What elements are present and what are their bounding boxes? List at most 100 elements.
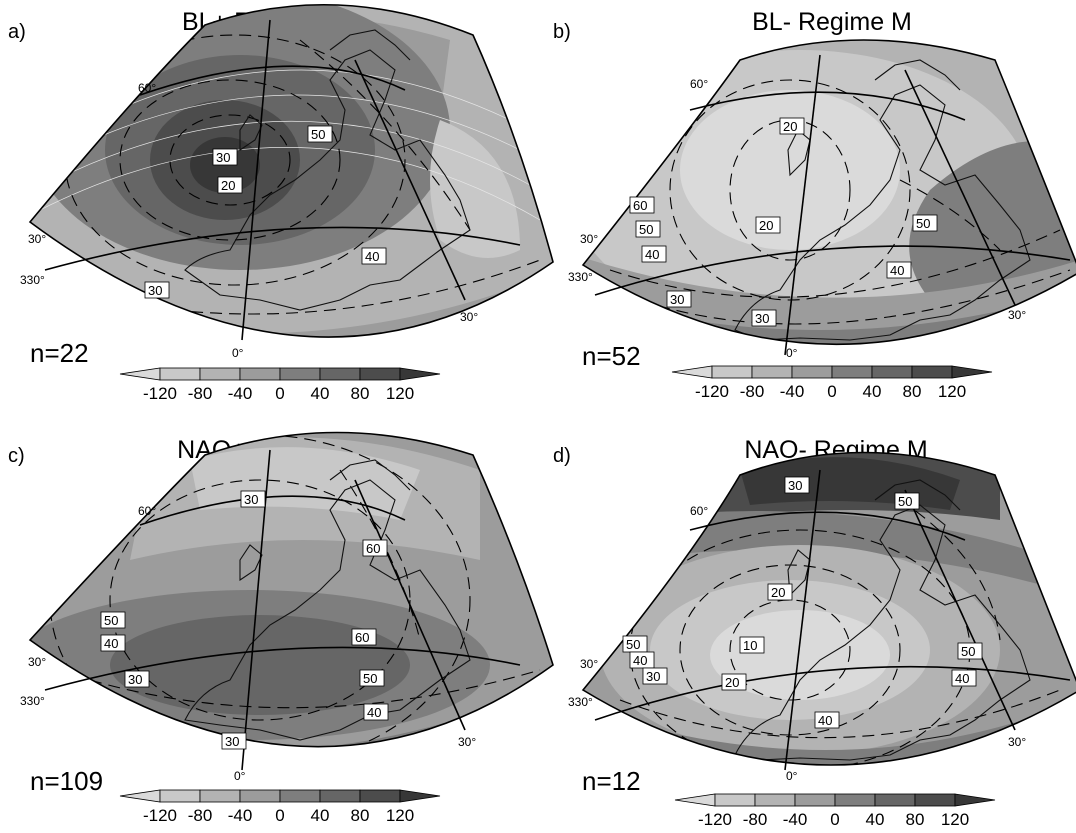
lon-0-label: 0° <box>786 769 798 783</box>
colorbar-segment <box>751 365 793 379</box>
colorbar-segment <box>359 367 401 381</box>
contour-label: 20 <box>759 218 773 233</box>
grid-lines <box>581 451 1076 771</box>
colorbar-tick-label: -80 <box>188 384 213 403</box>
colorbar-tick-label: 80 <box>903 382 922 401</box>
contour-label: 40 <box>367 705 381 720</box>
lon-330-label: 330° <box>568 270 593 284</box>
colorbar-segment <box>874 793 916 807</box>
colorbar-segment <box>914 793 956 807</box>
colorbar-tick-label: -40 <box>228 384 253 403</box>
panel-b: b) BL- Regime M <box>553 8 1076 401</box>
contour-label: 40 <box>645 247 659 262</box>
contour-label: 40 <box>633 653 647 668</box>
contour-label: 20 <box>783 119 797 134</box>
contour-label: 60 <box>366 541 380 556</box>
colorbar-segment <box>319 789 361 803</box>
colorbar-segment <box>239 789 281 803</box>
contour-label: 20 <box>771 585 785 600</box>
anomaly-shade <box>430 120 520 258</box>
colorbar-tick-label: 0 <box>275 806 284 825</box>
contour-label: 50 <box>898 494 912 509</box>
contour-label: 30 <box>216 150 230 165</box>
colorbar-segment <box>711 365 753 379</box>
colorbar: -120 -80 -40 0 40 80 120 <box>674 793 996 829</box>
lat-30-label: 30° <box>580 657 598 671</box>
contour-label: 50 <box>916 216 930 231</box>
colorbar-tick-label: 80 <box>906 810 925 829</box>
colorbar-tick-label: -80 <box>743 810 768 829</box>
contour-label: 50 <box>311 127 325 142</box>
contour-label: 60 <box>633 198 647 213</box>
colorbar-tick-label: 80 <box>351 384 370 403</box>
colorbar-segment <box>911 365 953 379</box>
colorbar-segment <box>954 793 996 807</box>
anomaly-shade <box>710 610 890 700</box>
colorbar-segment <box>674 793 716 807</box>
coastlines <box>184 29 471 311</box>
colorbar-segment <box>159 789 201 803</box>
contour-label: 30 <box>244 492 258 507</box>
colorbar: -120 -80 -40 0 40 80 120 <box>119 367 441 403</box>
colorbar-segment <box>279 367 321 381</box>
colorbar-tick-label: 120 <box>941 810 969 829</box>
contour-label: 50 <box>961 644 975 659</box>
panel-a: a) BL+ Regime M <box>8 3 554 403</box>
anomaly-shade <box>110 615 410 715</box>
contour-label-group: 20 60 50 40 20 50 40 30 30 <box>629 117 938 327</box>
colorbar-segment <box>831 365 873 379</box>
contour-label: 30 <box>148 283 162 298</box>
contour-label-group: 50 30 20 40 30 <box>144 125 387 299</box>
panel-c: c) NAO+ Regime M <box>8 431 554 825</box>
colorbar-tick-label: 40 <box>311 384 330 403</box>
contour-label: 30 <box>670 292 684 307</box>
coastlines <box>734 59 1031 341</box>
colorbar-segment <box>279 789 321 803</box>
lon-0-label: 0° <box>234 769 246 783</box>
colorbar-tick-label: -120 <box>698 810 732 829</box>
lon-330-label: 330° <box>568 695 593 709</box>
colorbar-segment <box>199 367 241 381</box>
contour-label: 50 <box>639 222 653 237</box>
colorbar-tick-label: 40 <box>866 810 885 829</box>
colorbar-tick-label: -120 <box>143 806 177 825</box>
lon-0-label: 0° <box>786 346 798 360</box>
colorbar-tick-label: 120 <box>938 382 966 401</box>
colorbar-tick-label: -40 <box>780 382 805 401</box>
colorbar-segment <box>794 793 836 807</box>
grid-lines <box>28 3 554 341</box>
contour-label: 10 <box>743 638 757 653</box>
contour-label: 40 <box>890 263 904 278</box>
colorbar-segment <box>119 367 161 381</box>
contour-label: 50 <box>363 671 377 686</box>
lon-30-label: 30° <box>1008 308 1026 322</box>
colorbar-segment <box>319 367 361 381</box>
lon-30-label: 30° <box>1008 735 1026 749</box>
contour-label-group: 30 50 20 50 40 30 10 20 50 40 40 <box>622 476 983 729</box>
contour-label: 50 <box>626 637 640 652</box>
contour-label: 30 <box>225 734 239 749</box>
panel-letter: d) <box>553 445 571 467</box>
colorbar-segment <box>239 367 281 381</box>
contour-label: 40 <box>365 249 379 264</box>
sample-size: n=12 <box>582 766 641 796</box>
contour-label-group: 30 60 50 40 60 30 50 40 30 <box>100 490 389 750</box>
lat-60-label: 60° <box>690 77 708 91</box>
sample-size: n=52 <box>582 341 641 371</box>
contour-label: 60 <box>355 630 369 645</box>
contour-label: 30 <box>646 669 660 684</box>
colorbar-segment <box>359 789 401 803</box>
colorbar-tick-label: 40 <box>863 382 882 401</box>
lat-60-label: 60° <box>138 81 156 95</box>
graticule <box>39 69 541 221</box>
lon-330-label: 330° <box>20 694 45 708</box>
contour-label: 20 <box>221 178 235 193</box>
grid-lines <box>581 39 1076 356</box>
contour-label: 20 <box>725 675 739 690</box>
lat-30-label: 30° <box>580 232 598 246</box>
panel-title: BL- Regime M <box>752 8 912 36</box>
colorbar-segment <box>951 365 993 379</box>
sample-size: n=109 <box>30 766 103 796</box>
lon-30-label: 30° <box>460 310 478 324</box>
